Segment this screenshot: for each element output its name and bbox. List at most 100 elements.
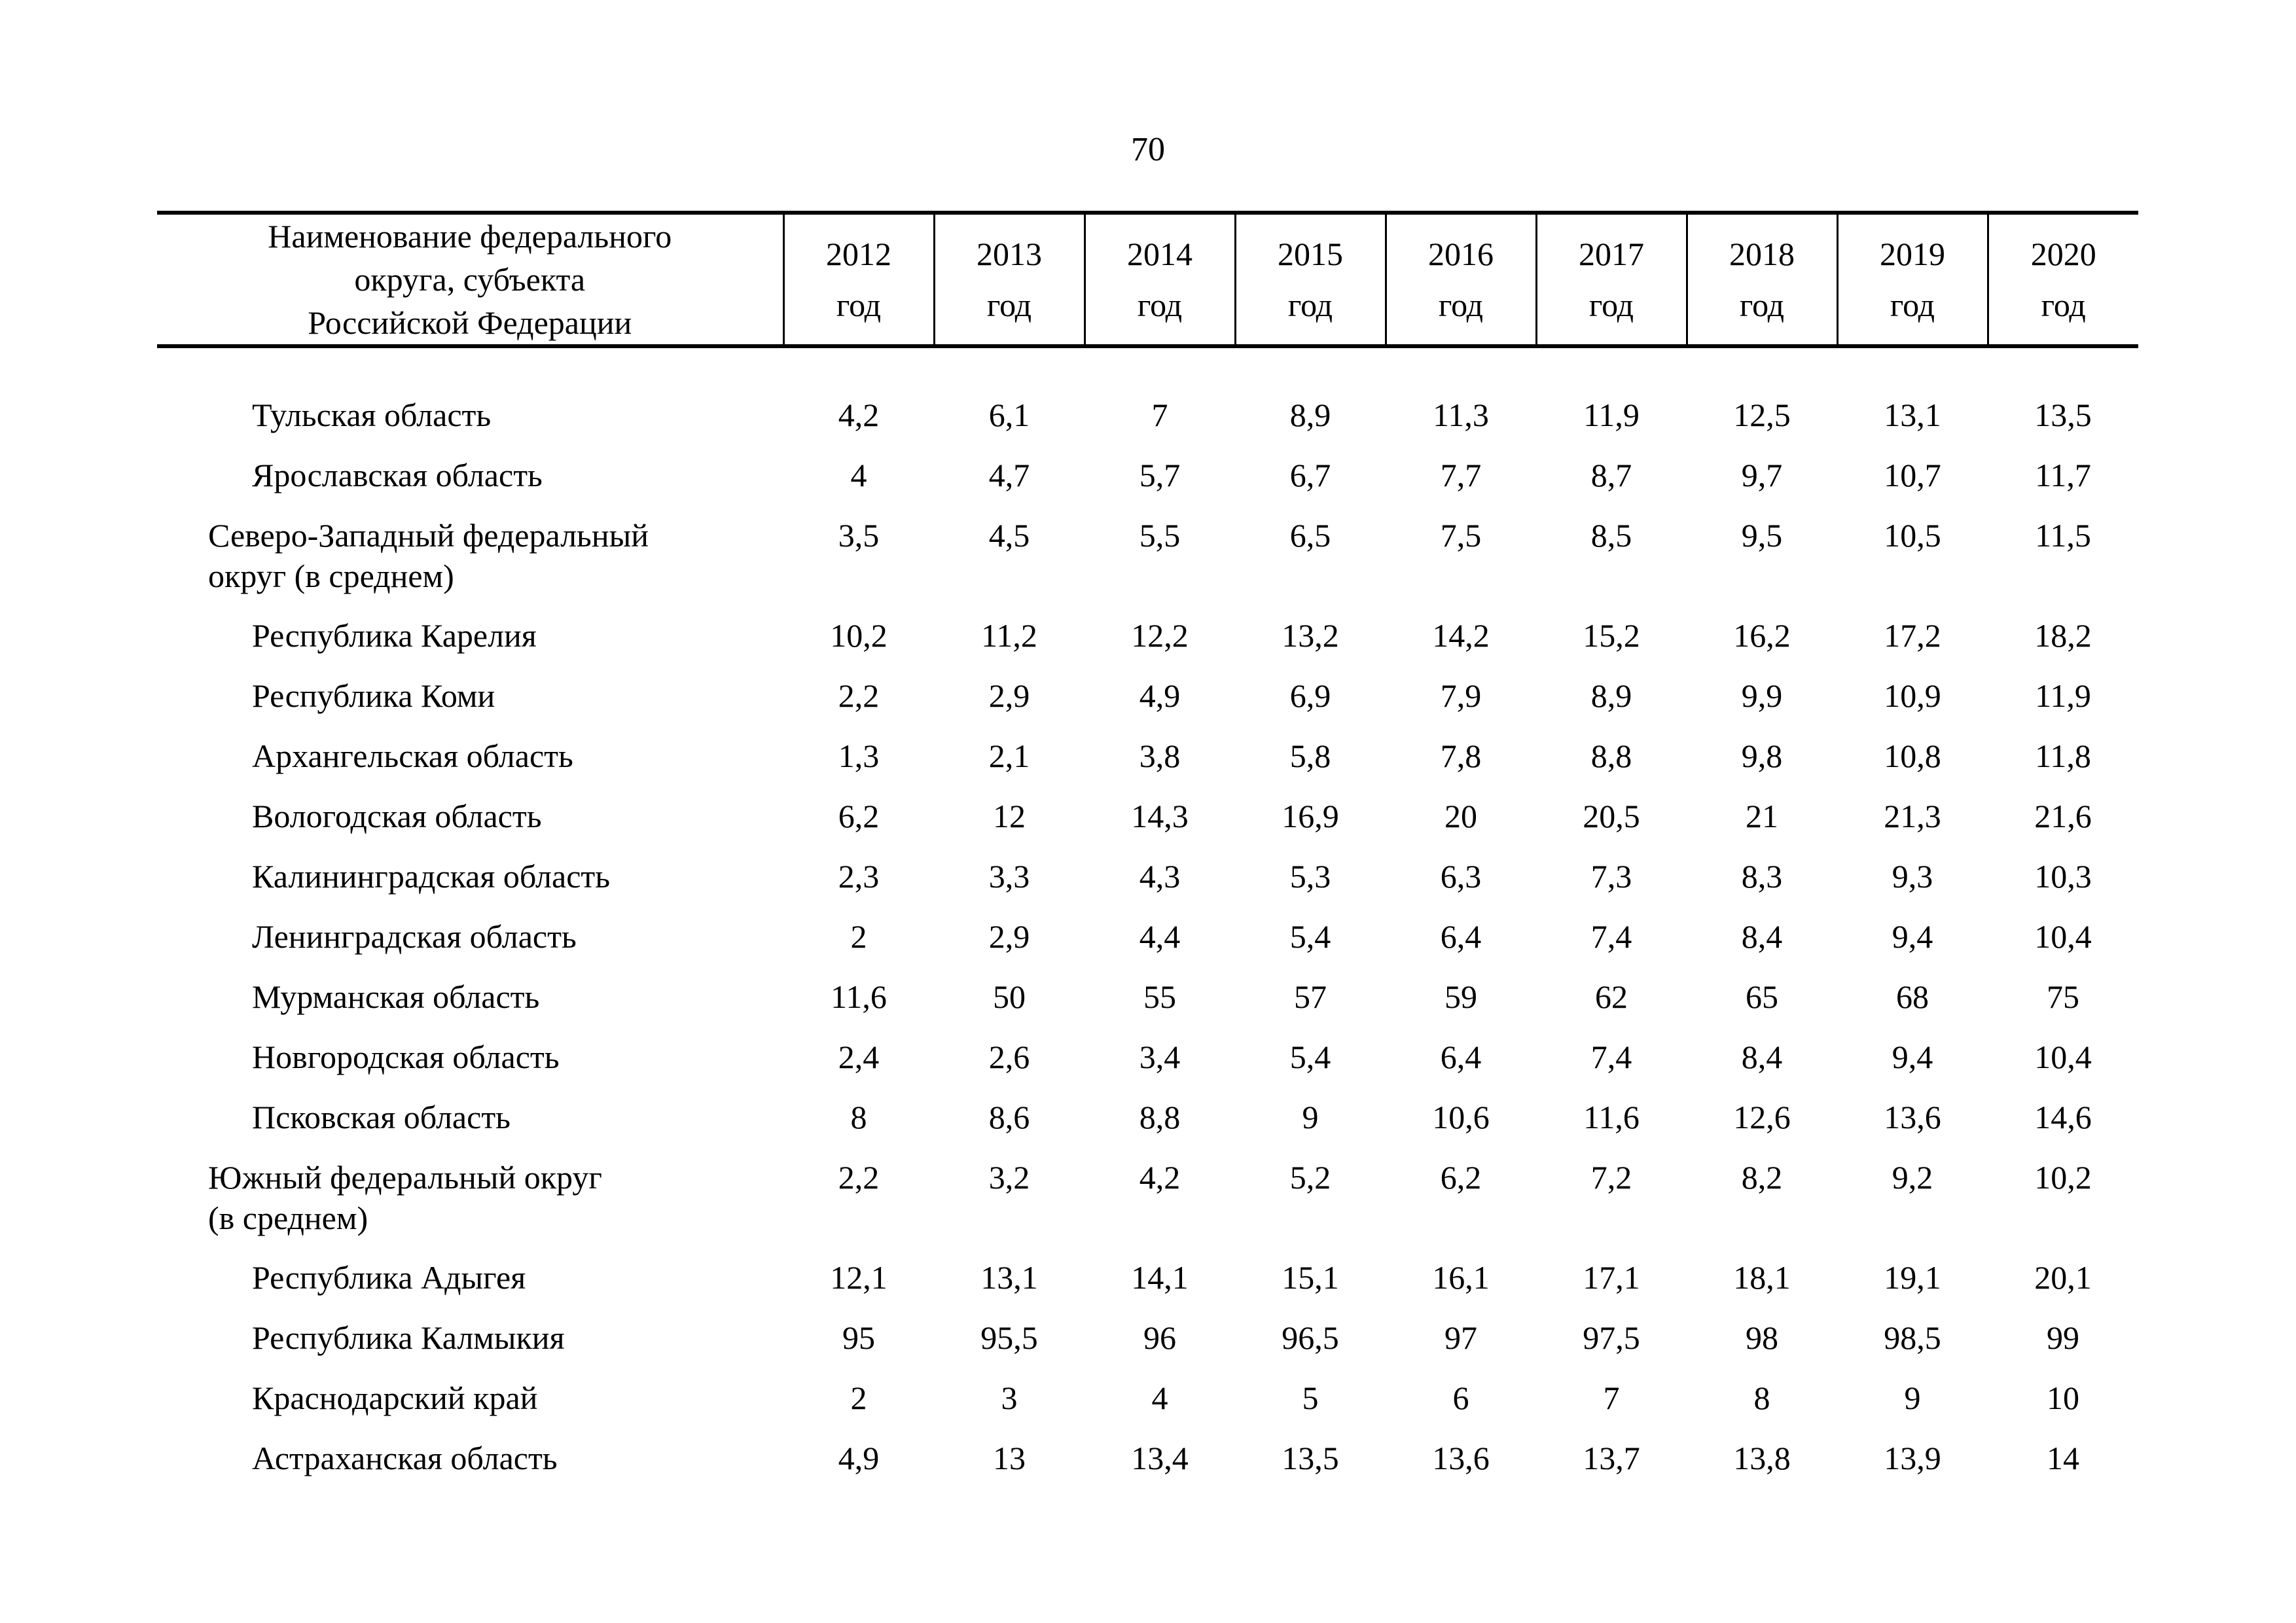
- value-cell: 2,9: [988, 918, 1030, 955]
- value-cell: 17,1: [1583, 1259, 1640, 1296]
- value-cell: 11,8: [2035, 738, 2091, 774]
- year-column-header: 2013 год: [933, 213, 1085, 348]
- table-row: Республика Карелия 10,2 11,2 12,2 13,2 14,2 15…: [157, 605, 2138, 666]
- value-cell: 2,4: [838, 1039, 880, 1075]
- value-cell: 13,7: [1583, 1440, 1640, 1476]
- table-row: Вологодская область 6,2 12 14,3 16,9 20 20,5 21…: [157, 786, 2138, 846]
- header-name-column: Наименование федерального округа, субъек…: [157, 213, 783, 348]
- value-cell: 5,8: [1289, 738, 1331, 774]
- value-cell: 3,5: [838, 517, 880, 554]
- value-cell: 9: [1302, 1099, 1319, 1135]
- value-cell: 14,2: [1432, 617, 1490, 654]
- value-cell: 6,7: [1289, 457, 1331, 493]
- value-cell: 11,9: [2035, 677, 2091, 714]
- table-row: Северо-Западный федеральный округ (в сре…: [157, 505, 2138, 605]
- value-cell: 5,2: [1289, 1159, 1331, 1196]
- value-cell: 8,8: [1139, 1099, 1181, 1135]
- spacer-cell: [157, 346, 2138, 385]
- value-cell: 13,4: [1131, 1440, 1189, 1476]
- value-cell: 11,5: [2035, 517, 2091, 554]
- value-cell: 13,6: [1884, 1099, 1941, 1135]
- value-cell: 10,6: [1432, 1099, 1490, 1135]
- value-cell: 4,2: [838, 397, 880, 433]
- value-cell: 96,5: [1282, 1319, 1339, 1356]
- value-cell: 11,9: [1583, 397, 1640, 433]
- value-cell: 1,3: [838, 738, 880, 774]
- value-cell: 9,2: [1892, 1159, 1933, 1196]
- value-cell: 5,4: [1289, 1039, 1331, 1075]
- year-label: 2020: [2030, 236, 2096, 272]
- year-suffix-label: год: [836, 287, 882, 323]
- value-cell: 8,4: [1741, 918, 1783, 955]
- table-row: Республика Калмыкия 95 95,5 96 96,5 97 97,5 98 9…: [157, 1308, 2138, 1368]
- value-cell: 13,5: [2034, 397, 2092, 433]
- year-column-header: 2016 год: [1384, 213, 1536, 348]
- value-cell: 16,9: [1282, 798, 1339, 834]
- value-cell: 8,8: [1590, 738, 1632, 774]
- value-cell: 20: [1444, 798, 1477, 834]
- value-cell: 4: [1151, 1380, 1168, 1416]
- value-cell: 4,4: [1139, 918, 1181, 955]
- table-row: Ярославская область 4 4,7 5,7 6,7 7,7 8,7 9,7 10…: [157, 445, 2138, 505]
- value-cell: 50: [993, 978, 1026, 1015]
- table-row: Республика Коми 2,2 2,9 4,9 6,9 7,9 8,9 9,9 10,9…: [157, 666, 2138, 726]
- value-cell: 2: [850, 1380, 867, 1416]
- value-cell: 2,1: [988, 738, 1030, 774]
- value-cell: 13: [993, 1440, 1026, 1476]
- region-name-cell: Северо-Западный федеральный округ (в сре…: [208, 517, 649, 594]
- value-cell: 7,7: [1440, 457, 1482, 493]
- year-suffix-label: год: [1137, 287, 1183, 323]
- value-cell: 68: [1896, 978, 1929, 1015]
- value-cell: 3,8: [1139, 738, 1181, 774]
- region-name-cell: Республика Калмыкия: [252, 1319, 565, 1356]
- statistics-table: Наименование федерального округа, субъек…: [157, 211, 2138, 1488]
- value-cell: 9,7: [1741, 457, 1783, 493]
- value-cell: 7,4: [1590, 1039, 1632, 1075]
- year-column-header: 2020 год: [1986, 213, 2138, 348]
- region-name-cell: Республика Коми: [252, 677, 495, 714]
- year-suffix-label: год: [1287, 287, 1333, 323]
- value-cell: 9,5: [1741, 517, 1783, 554]
- year-suffix-label: год: [1890, 287, 1935, 323]
- value-cell: 10,5: [1884, 517, 1941, 554]
- region-name-cell: Республика Карелия: [252, 617, 537, 654]
- value-cell: 8,9: [1590, 677, 1632, 714]
- region-name-cell: Новгородская область: [252, 1039, 560, 1075]
- value-cell: 6,4: [1440, 918, 1482, 955]
- value-cell: 12,5: [1733, 397, 1791, 433]
- table-row: Мурманская область 11,6 50 55 57 59 62 65 68 75: [157, 967, 2138, 1027]
- value-cell: 9,4: [1892, 918, 1933, 955]
- year-label: 2018: [1729, 236, 1795, 272]
- value-cell: 11,7: [2035, 457, 2091, 493]
- value-cell: 10,9: [1884, 677, 1941, 714]
- value-cell: 18,2: [2034, 617, 2092, 654]
- value-cell: 4,5: [988, 517, 1030, 554]
- value-cell: 3,2: [988, 1159, 1030, 1196]
- value-cell: 3: [1001, 1380, 1018, 1416]
- table-row: Краснодарский край 2 3 4 5 6 7 8 9 10: [157, 1368, 2138, 1428]
- value-cell: 99: [2047, 1319, 2079, 1356]
- value-cell: 6,9: [1289, 677, 1331, 714]
- value-cell: 12,6: [1733, 1099, 1791, 1135]
- value-cell: 8: [1753, 1380, 1770, 1416]
- value-cell: 9,3: [1892, 858, 1933, 895]
- value-cell: 7: [1603, 1380, 1620, 1416]
- value-cell: 8,6: [988, 1099, 1030, 1135]
- spacer-row: [157, 346, 2138, 385]
- value-cell: 9,8: [1741, 738, 1783, 774]
- value-cell: 7,2: [1590, 1159, 1632, 1196]
- value-cell: 8,7: [1590, 457, 1632, 493]
- value-cell: 15,2: [1583, 617, 1640, 654]
- value-cell: 7,3: [1590, 858, 1632, 895]
- value-cell: 21,6: [2034, 798, 2092, 834]
- value-cell: 65: [1746, 978, 1778, 1015]
- value-cell: 14,6: [2034, 1099, 2092, 1135]
- value-cell: 59: [1444, 978, 1477, 1015]
- value-cell: 4,9: [838, 1440, 880, 1476]
- value-cell: 8,5: [1590, 517, 1632, 554]
- value-cell: 21,3: [1884, 798, 1941, 834]
- year-label: 2012: [826, 236, 891, 272]
- region-name-cell: Ярославская область: [252, 457, 543, 493]
- value-cell: 10,2: [2034, 1159, 2092, 1196]
